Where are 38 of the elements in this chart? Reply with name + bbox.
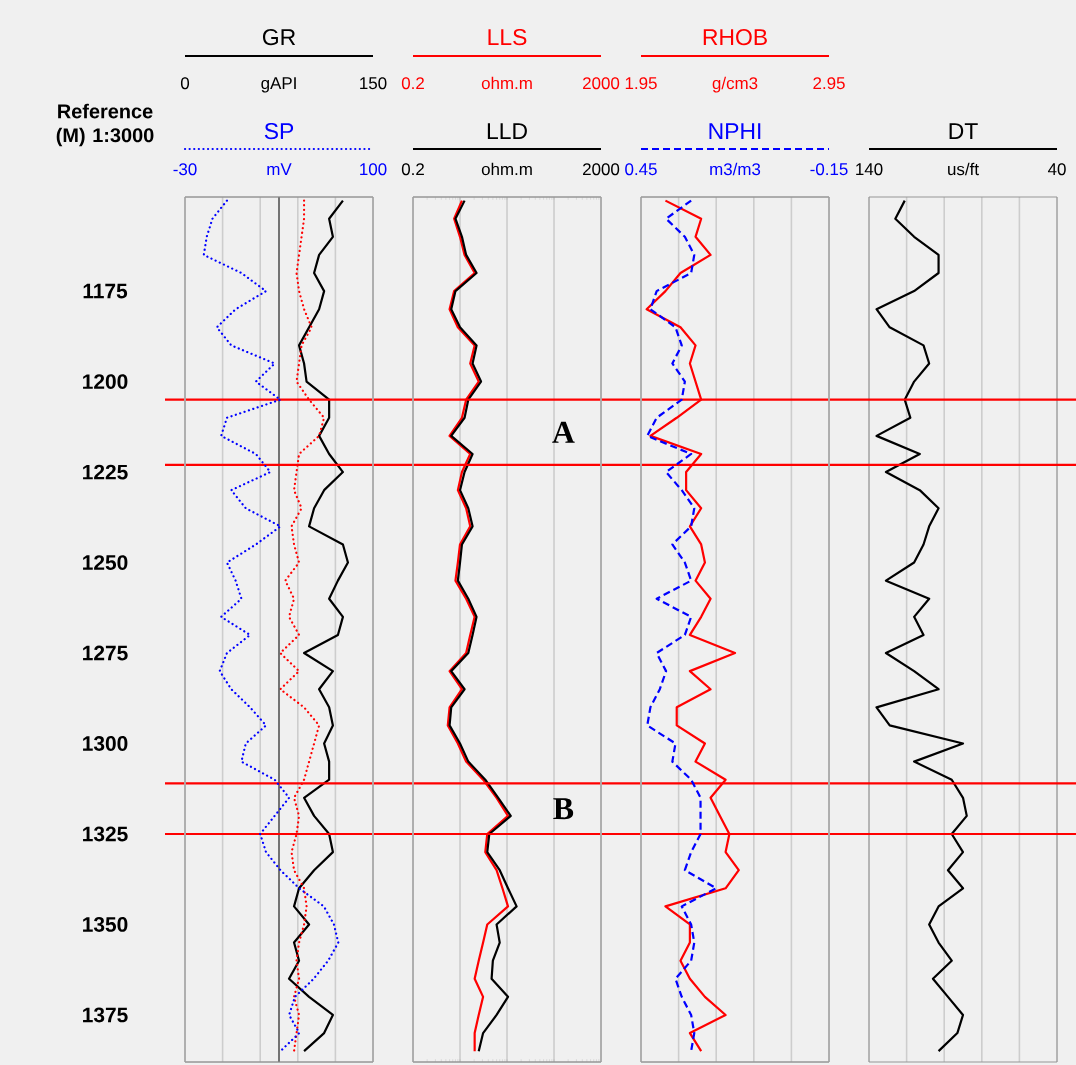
- text: GR: [262, 29, 296, 46]
- x-tick-label: 140: [856, 163, 883, 176]
- text: RHOB: [703, 29, 767, 46]
- y-tick-label: 1175: [83, 283, 128, 299]
- text: LLS: [488, 29, 527, 46]
- x-tick-label: 150: [360, 77, 387, 90]
- text: NPHI: [709, 123, 761, 139]
- annotation: B: [553, 798, 574, 820]
- text: LLD: [487, 123, 527, 139]
- x-axis-title: gAPI: [261, 77, 296, 93]
- y-tick-label: 1250: [83, 555, 128, 570]
- x-tick-label: 1.95: [625, 77, 657, 90]
- text: SP: [264, 123, 294, 140]
- x-axis-title: ohm.m: [481, 76, 532, 90]
- x2-tick-label: -0.15: [810, 163, 848, 176]
- x2-axis-title: m3/m3: [710, 162, 761, 176]
- x2-tick-label: 100: [360, 163, 387, 176]
- x-tick-label: 0: [180, 77, 190, 90]
- y-tick-label: 1275: [83, 645, 128, 661]
- x-tick-label: 2.95: [813, 77, 845, 90]
- x-tick-label: 0.2: [401, 163, 424, 176]
- x2-tick-label: 0.45: [625, 163, 657, 176]
- x2-axis-title: ohm.m: [481, 162, 532, 176]
- x2-tick-label: -30: [173, 163, 197, 176]
- x2-axis-title: mV: [267, 163, 292, 175]
- y-tick-label: 1375: [83, 1007, 128, 1023]
- y-tick-label: 1300: [83, 736, 128, 751]
- text: DT: [949, 123, 978, 139]
- x-axis-title: g/cm3: [712, 76, 758, 93]
- y-tick-label: 1200: [83, 374, 128, 389]
- x-tick-label: 2000: [583, 163, 620, 176]
- y-tick-label: 1350: [83, 917, 128, 932]
- y-axis-title: Reference (M) 1:3000: [56, 103, 154, 147]
- y-tick-label: 1325: [83, 826, 128, 842]
- annotation: A: [552, 421, 575, 443]
- x-tick-label: 40: [1047, 163, 1066, 176]
- x-axis-title: us/ft: [948, 162, 979, 176]
- y-tick-label: 1225: [83, 464, 128, 480]
